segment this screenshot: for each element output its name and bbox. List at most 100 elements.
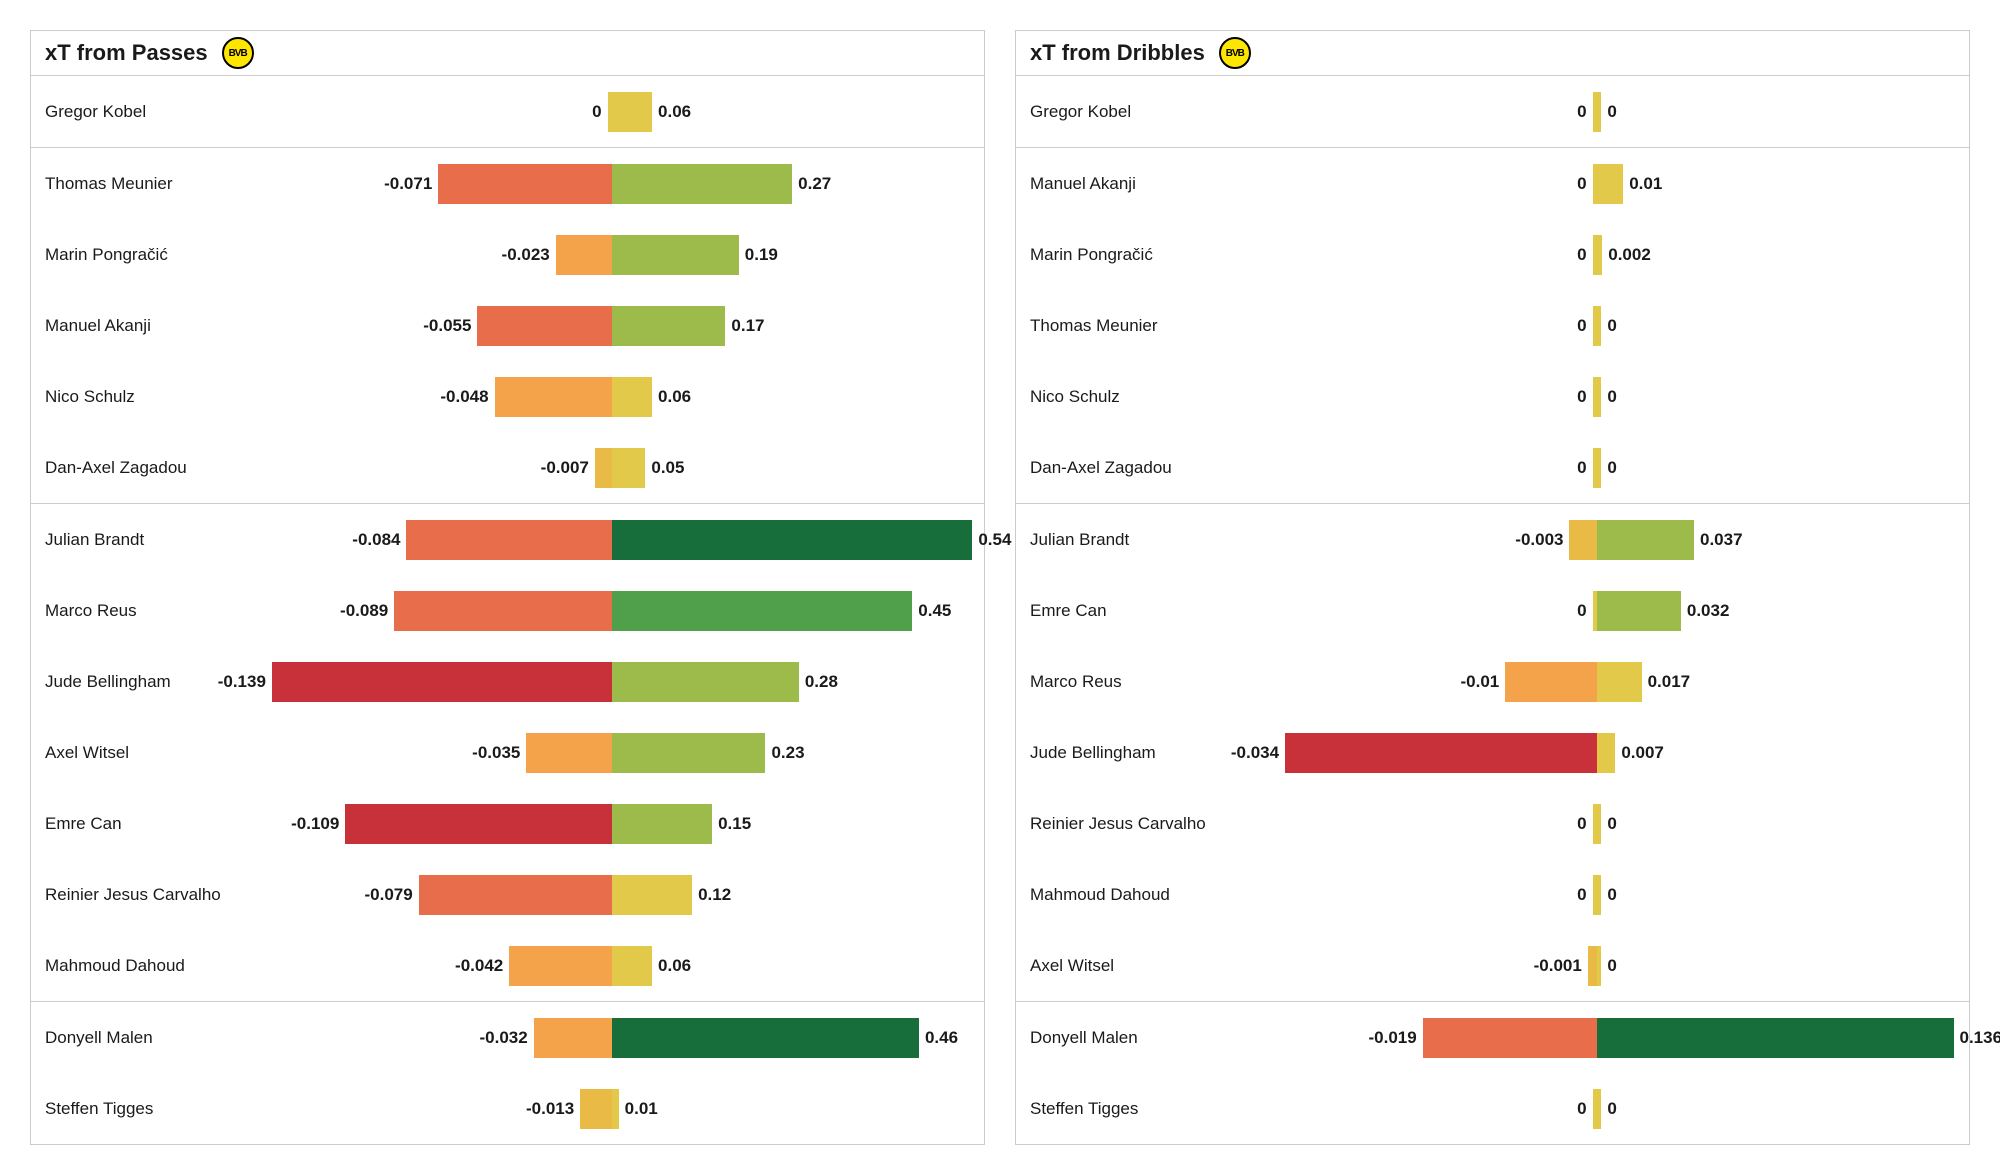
pos-value-label: 0.27	[798, 174, 831, 194]
pos-bar	[1597, 448, 1601, 488]
neg-value-label: -0.042	[455, 956, 503, 976]
pos-bar	[1597, 1018, 1954, 1058]
pos-side	[1597, 92, 1964, 132]
bar-chart: -0.0420.06	[245, 930, 979, 1001]
player-row: Axel Witsel-0.0350.23	[31, 717, 984, 788]
neg-value-label: 0	[1577, 458, 1586, 478]
pos-bar	[1597, 733, 1615, 773]
neg-value-label: -0.079	[365, 885, 413, 905]
bars-wrap	[1230, 733, 1964, 773]
neg-value-label: -0.032	[480, 1028, 528, 1048]
bar-chart: -0.0480.06	[245, 361, 979, 432]
player-name: Reinier Jesus Carvalho	[45, 885, 245, 905]
neg-side	[1230, 377, 1597, 417]
player-name: Axel Witsel	[1030, 956, 1230, 976]
pos-value-label: 0.23	[771, 743, 804, 763]
pos-value-label: 0.19	[745, 245, 778, 265]
pos-side	[612, 520, 979, 560]
rows-dribbles: Gregor Kobel00Manuel Akanji00.01Marin Po…	[1016, 76, 1969, 1144]
pos-bar	[612, 875, 692, 915]
bar-chart: -0.0320.46	[245, 1002, 979, 1073]
bars-wrap	[245, 448, 979, 488]
pos-value-label: 0.017	[1648, 672, 1691, 692]
player-row: Mahmoud Dahoud-0.0420.06	[31, 930, 984, 1002]
pos-side	[1597, 591, 1964, 631]
pos-side	[1597, 520, 1964, 560]
neg-value-label: 0	[1577, 601, 1586, 621]
bars-wrap	[1230, 377, 1964, 417]
neg-bar	[495, 377, 612, 417]
neg-side	[245, 662, 612, 702]
pos-bar	[1597, 875, 1601, 915]
neg-bar	[1588, 946, 1597, 986]
neg-bar	[1569, 520, 1597, 560]
bvb-logo-icon: BVB	[1219, 37, 1251, 69]
player-row: Mahmoud Dahoud00	[1016, 859, 1969, 930]
neg-side	[245, 235, 612, 275]
neg-side	[1230, 804, 1597, 844]
neg-bar	[1505, 662, 1597, 702]
neg-side	[1230, 92, 1597, 132]
pos-bar	[612, 1018, 919, 1058]
player-name: Marin Pongračić	[45, 245, 245, 265]
bar-chart: -0.0230.19	[245, 219, 979, 290]
pos-bar	[1597, 235, 1602, 275]
player-row: Dan-Axel Zagadou-0.0070.05	[31, 432, 984, 504]
neg-value-label: -0.071	[384, 174, 432, 194]
pos-value-label: 0.17	[731, 316, 764, 336]
neg-side	[1230, 662, 1597, 702]
pos-bar	[1597, 946, 1601, 986]
neg-bar	[556, 235, 612, 275]
pos-side	[1597, 377, 1964, 417]
neg-value-label: -0.109	[291, 814, 339, 834]
player-row: Thomas Meunier00	[1016, 290, 1969, 361]
bvb-logo-icon: BVB	[222, 37, 254, 69]
player-row: Emre Can00.032	[1016, 575, 1969, 646]
player-row: Jude Bellingham-0.1390.28	[31, 646, 984, 717]
neg-value-label: 0	[1577, 1099, 1586, 1119]
bars-wrap	[245, 306, 979, 346]
player-name: Nico Schulz	[1030, 387, 1230, 407]
neg-value-label: -0.055	[423, 316, 471, 336]
panel-header-dribbles: xT from Dribbles BVB	[1016, 31, 1969, 76]
pos-bar	[612, 804, 712, 844]
pos-bar	[1597, 164, 1623, 204]
bars-wrap	[245, 733, 979, 773]
neg-value-label: 0	[1577, 387, 1586, 407]
neg-side	[245, 377, 612, 417]
bars-wrap	[245, 946, 979, 986]
pos-value-label: 0	[1607, 458, 1616, 478]
bar-chart: 00	[1230, 76, 1964, 147]
neg-side	[1230, 591, 1597, 631]
pos-value-label: 0.002	[1608, 245, 1651, 265]
neg-side	[245, 946, 612, 986]
player-row: Marco Reus-0.010.017	[1016, 646, 1969, 717]
neg-value-label: 0	[592, 102, 601, 122]
bars-wrap	[245, 662, 979, 702]
pos-bar	[612, 520, 972, 560]
neg-value-label: -0.007	[541, 458, 589, 478]
pos-value-label: 0	[1607, 956, 1616, 976]
player-name: Marin Pongračić	[1030, 245, 1230, 265]
neg-bar	[272, 662, 612, 702]
neg-bar	[1423, 1018, 1597, 1058]
player-name: Axel Witsel	[45, 743, 245, 763]
pos-side	[612, 875, 979, 915]
bar-chart: -0.0130.01	[245, 1073, 979, 1144]
pos-value-label: 0	[1607, 316, 1616, 336]
pos-side	[1597, 1089, 1964, 1129]
pos-bar	[612, 591, 912, 631]
player-name: Mahmoud Dahoud	[45, 956, 245, 976]
player-name: Emre Can	[45, 814, 245, 834]
player-row: Jude Bellingham-0.0340.007	[1016, 717, 1969, 788]
neg-value-label: -0.048	[440, 387, 488, 407]
pos-value-label: 0	[1607, 814, 1616, 834]
bar-chart: -0.0840.54	[245, 504, 979, 575]
bars-wrap	[1230, 235, 1964, 275]
pos-bar	[1597, 662, 1642, 702]
player-name: Manuel Akanji	[1030, 174, 1230, 194]
pos-bar	[612, 662, 799, 702]
bar-chart: 00	[1230, 432, 1964, 503]
bar-chart: 00	[1230, 1073, 1964, 1144]
player-name: Julian Brandt	[45, 530, 245, 550]
